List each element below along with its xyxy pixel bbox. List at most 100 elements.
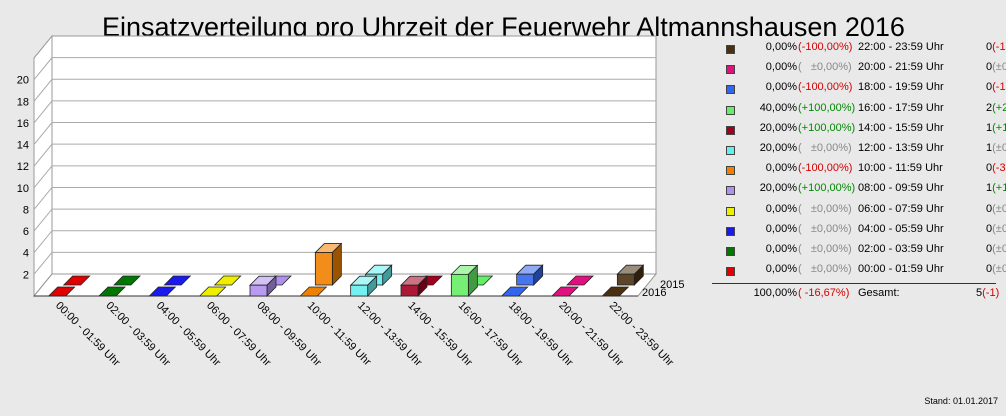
- legend-percent: 0,00%: [765, 41, 797, 53]
- legend-swatch: [726, 246, 735, 256]
- legend-change: ( ±0,00%): [798, 141, 852, 154]
- bar-2016-flat: [98, 286, 126, 297]
- legend-delta: (±0): [992, 242, 1006, 255]
- legend-swatch: [726, 226, 735, 236]
- legend-change: (+100,00%): [798, 182, 856, 195]
- gridline: [33, 122, 656, 145]
- legend-count: 0(-1): [986, 81, 1006, 93]
- legend-range: 06:00 - 07:59 Uhr: [858, 202, 944, 215]
- legend-count: 0(±0): [986, 223, 1006, 235]
- legend-range: 20:00 - 21:59 Uhr: [858, 61, 944, 74]
- legend-count: 2(+2): [986, 102, 1006, 114]
- legend-count: 0(±0): [986, 61, 1006, 73]
- bar-2016: [350, 284, 369, 297]
- bar-2015-flat: [113, 275, 141, 286]
- legend-count-value: 0: [986, 263, 993, 276]
- legend-delta: (±0): [992, 222, 1006, 235]
- legend-item: 0,00%( ±0,00%) 20:00 - 21:59 Uhr 0(±0): [718, 60, 1006, 80]
- y-tick-label: 12: [17, 161, 29, 173]
- legend-count: 1(±0): [986, 142, 1006, 154]
- gridline: [33, 165, 656, 189]
- legend-swatch: [726, 186, 735, 196]
- bar-2016: [450, 273, 469, 297]
- gridline: [33, 78, 656, 102]
- legend-item: 20,00%(+100,00%)14:00 - 15:59 Uhr 1(+1): [718, 121, 1006, 141]
- gridline: [33, 230, 656, 254]
- bar-2016-flat: [601, 286, 630, 297]
- bar-2016: [249, 284, 268, 297]
- bar-2015-flat: [163, 275, 192, 286]
- legend-count-value: 0: [986, 61, 993, 74]
- series-label-2015: 2015: [660, 279, 684, 291]
- legend-range: 04:00 - 05:59 Uhr: [858, 222, 944, 235]
- bar-2016-flat: [47, 286, 76, 297]
- bar-2016-flat: [551, 286, 579, 297]
- legend-change: ( ±0,00%): [798, 242, 852, 255]
- legend-swatch: [726, 267, 735, 277]
- legend-range: 00:00 - 01:59 Uhr: [858, 263, 944, 276]
- side-wall: [33, 34, 53, 298]
- legend-item: 0,00%( ±0,00%) 04:00 - 05:59 Uhr 0(±0): [718, 222, 1006, 242]
- back-wall: [51, 35, 657, 275]
- bar-2015: [616, 273, 635, 286]
- legend-percent: 40,00%: [759, 101, 797, 114]
- legend-range: 14:00 - 15:59 Uhr: [858, 121, 944, 134]
- total-label: Gesamt:: [858, 287, 900, 299]
- legend-range: 18:00 - 19:59 Uhr: [858, 81, 944, 94]
- y-tick-label: 18: [17, 96, 29, 108]
- total-change: ( -16,67%): [798, 287, 850, 299]
- legend-range: 16:00 - 17:59 Uhr: [858, 101, 944, 114]
- legend-count: 1(+1): [986, 122, 1006, 134]
- legend-count-value: 0: [986, 202, 993, 215]
- y-tick-label: 8: [23, 204, 29, 216]
- legend-count-value: 1: [986, 121, 993, 134]
- total-percent: 100,00%: [753, 287, 797, 299]
- legend-count-value: 0: [986, 242, 993, 255]
- legend-percent: 0,00%: [765, 81, 797, 94]
- y-tick-label: 2: [23, 269, 29, 281]
- legend-item: 0,00%( ±0,00%) 06:00 - 07:59 Uhr 0(±0): [718, 202, 1006, 222]
- legend-swatch: [726, 85, 735, 95]
- gridline: [33, 100, 656, 124]
- legend-change: ( ±0,00%): [798, 61, 852, 74]
- legend-delta: (-1): [992, 81, 1006, 94]
- bar-2015-flat: [62, 275, 91, 286]
- total-delta: (-1): [982, 287, 1000, 299]
- bar-2015-flat: [566, 275, 594, 286]
- total-count-value: 5: [976, 287, 983, 299]
- legend-percent: 20,00%: [759, 141, 797, 154]
- legend-swatch: [726, 145, 735, 155]
- legend-item: 20,00%( ±0,00%) 12:00 - 13:59 Uhr 1(±0): [718, 141, 1006, 161]
- legend-swatch: [726, 45, 735, 54]
- legend-percent: 0,00%: [765, 61, 797, 74]
- legend-delta: (+1): [992, 121, 1006, 134]
- stand-date: Stand: 01.01.2017: [924, 396, 998, 406]
- bar-2016-flat: [148, 286, 177, 297]
- y-tick-label: 4: [23, 248, 29, 260]
- legend-count-value: 2: [986, 101, 993, 114]
- legend-item: 0,00%(-100,00%) 22:00 - 23:59 Uhr 0(-1): [718, 40, 1006, 60]
- legend-change: (-100,00%): [798, 162, 853, 175]
- legend-item: 20,00%(+100,00%)08:00 - 09:59 Uhr 1(+1): [718, 181, 1006, 201]
- y-tick-label: 14: [17, 140, 29, 152]
- legend-item: 0,00%( ±0,00%) 02:00 - 03:59 Uhr 0(±0): [718, 242, 1006, 262]
- legend-percent: 20,00%: [759, 182, 797, 195]
- legend-range: 08:00 - 09:59 Uhr: [858, 182, 944, 195]
- gridline: [33, 186, 656, 210]
- legend-count-value: 0: [986, 222, 993, 235]
- y-tick-label: 16: [17, 118, 29, 130]
- gridline: [33, 57, 656, 80]
- legend-change: (+100,00%): [798, 121, 856, 134]
- legend-percent: 0,00%: [765, 222, 797, 235]
- legend-delta: (±0): [992, 141, 1006, 154]
- legend-swatch: [726, 65, 735, 75]
- y-tick-label: 20: [17, 75, 29, 87]
- legend-item: 0,00%(-100,00%) 10:00 - 11:59 Uhr 0(-3): [718, 161, 1006, 181]
- legend-percent: 0,00%: [765, 202, 797, 215]
- legend-count: 0(-1): [986, 41, 1006, 53]
- legend-range: 12:00 - 13:59 Uhr: [858, 141, 944, 154]
- legend-item: 0,00%( ±0,00%) 00:00 - 01:59 Uhr 0(±0): [718, 262, 1006, 282]
- legend-percent: 20,00%: [759, 121, 797, 134]
- legend-count-value: 1: [986, 182, 993, 195]
